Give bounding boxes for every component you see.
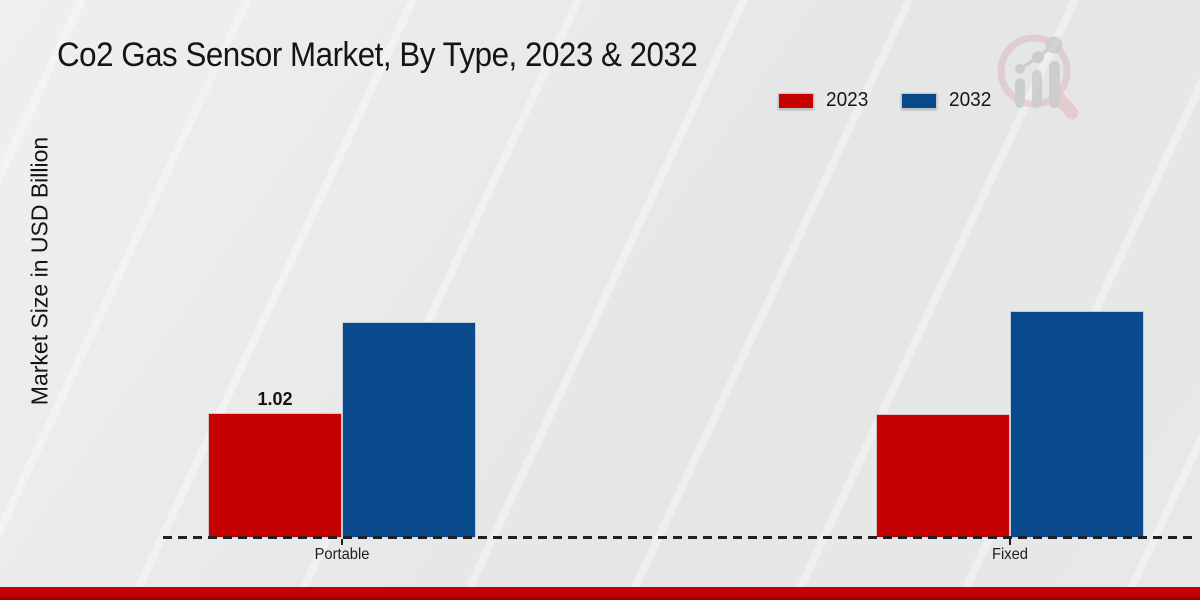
bar-portable-2023: [208, 413, 342, 538]
bar-portable-2032: [342, 322, 476, 538]
legend-label-2023: 2023: [826, 89, 869, 111]
legend-item-2023: 2023: [778, 89, 871, 112]
x-axis-tick-fixed: [1009, 539, 1011, 545]
value-label-portable-2023: 1.02: [257, 389, 293, 409]
x-axis-baseline: [163, 536, 1192, 539]
x-axis-tick-portable: [341, 539, 343, 545]
magnifier-bar-chart-logo-icon: [997, 34, 1079, 120]
legend-swatch-2023-icon: [778, 92, 814, 109]
legend-item-2032: 2032: [900, 89, 994, 112]
bar-fixed-2023: [876, 414, 1010, 538]
footer-accent-bar: [0, 587, 1200, 600]
category-label-fixed: Fixed: [992, 546, 1028, 563]
category-label-portable: Portable: [314, 546, 370, 563]
legend-swatch-2032-icon: [900, 92, 937, 109]
legend: 2023 2032: [778, 89, 993, 112]
legend-label-2032: 2032: [948, 89, 991, 111]
chart-title: Co2 Gas Sensor Market, By Type, 2023 & 2…: [57, 36, 698, 74]
bar-fixed-2032: [1010, 311, 1144, 538]
